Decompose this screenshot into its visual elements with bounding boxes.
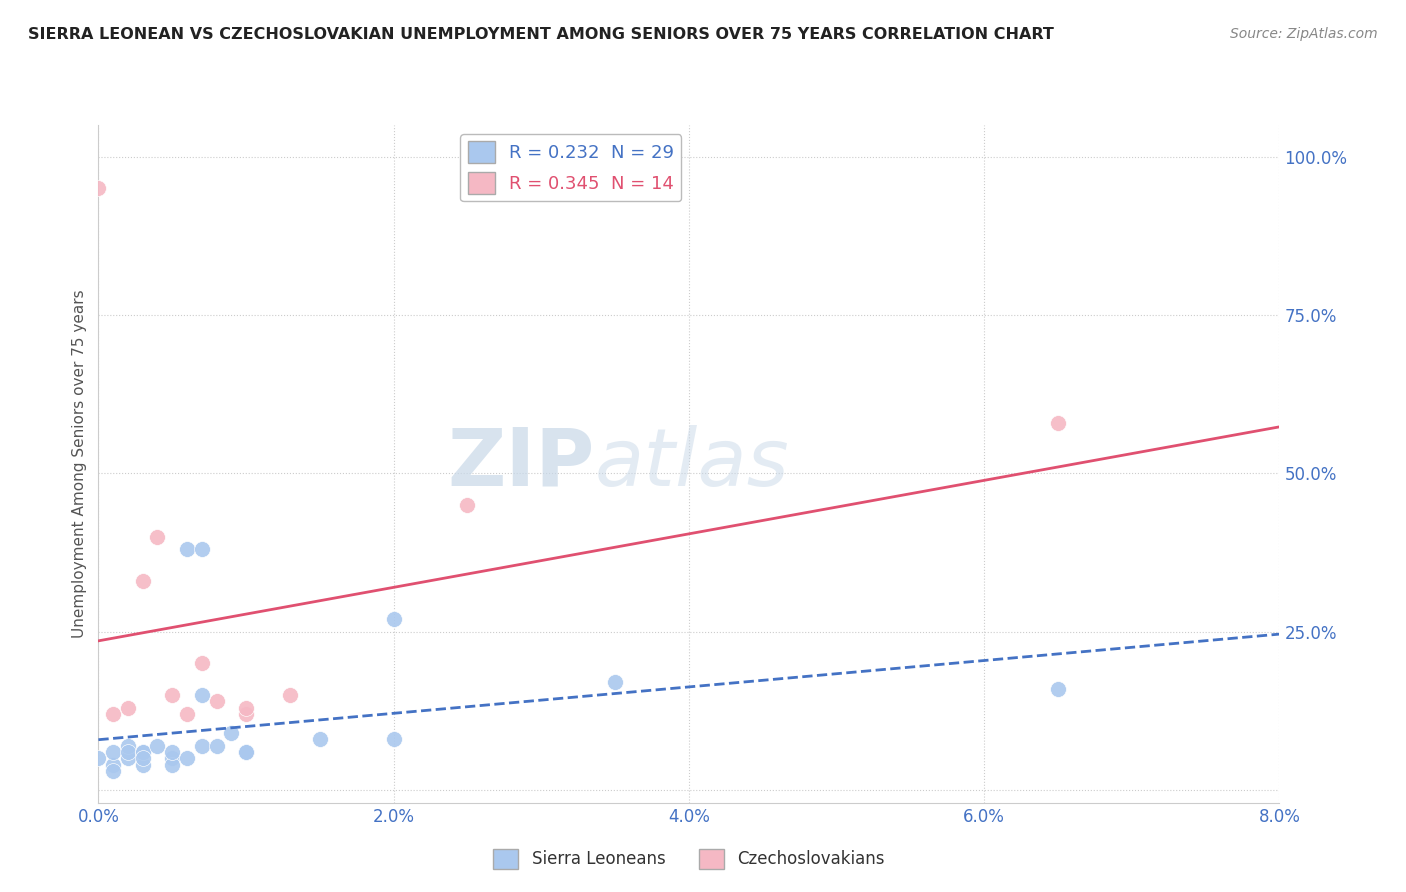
Point [132, 751, 155, 765]
Point [235, 745, 257, 759]
Point [132, 757, 155, 772]
Point [117, 739, 139, 753]
Point [117, 745, 139, 759]
Point [87, 181, 110, 195]
Point [219, 726, 242, 740]
Point [235, 707, 257, 722]
Point [132, 745, 155, 759]
Point [176, 707, 198, 722]
Text: atlas: atlas [595, 425, 789, 503]
Point [308, 732, 332, 747]
Point [103, 745, 124, 759]
Point [117, 751, 139, 765]
Point [162, 745, 183, 759]
Text: ZIP: ZIP [447, 425, 595, 503]
Legend: Sierra Leoneans, Czechoslovakians: Sierra Leoneans, Czechoslovakians [486, 842, 891, 876]
Point [1046, 416, 1069, 430]
Point [132, 574, 155, 588]
Point [162, 757, 183, 772]
Point [176, 751, 198, 765]
Point [117, 700, 139, 714]
Point [382, 732, 405, 747]
Point [205, 739, 228, 753]
Point [162, 688, 183, 702]
Point [205, 694, 228, 708]
Point [103, 707, 124, 722]
Point [146, 739, 169, 753]
Point [605, 675, 627, 690]
Point [235, 700, 257, 714]
Point [176, 542, 198, 557]
Point [191, 688, 214, 702]
Point [382, 612, 405, 626]
Point [103, 764, 124, 778]
Point [103, 757, 124, 772]
Point [191, 542, 214, 557]
Text: SIERRA LEONEAN VS CZECHOSLOVAKIAN UNEMPLOYMENT AMONG SENIORS OVER 75 YEARS CORRE: SIERRA LEONEAN VS CZECHOSLOVAKIAN UNEMPL… [28, 27, 1054, 42]
Point [146, 530, 169, 544]
Point [132, 745, 155, 759]
Y-axis label: Unemployment Among Seniors over 75 years: Unemployment Among Seniors over 75 years [72, 290, 87, 638]
Point [191, 657, 214, 671]
Point [87, 751, 110, 765]
Point [456, 498, 478, 512]
Point [235, 745, 257, 759]
Point [162, 751, 183, 765]
Text: Source: ZipAtlas.com: Source: ZipAtlas.com [1230, 27, 1378, 41]
Point [278, 688, 301, 702]
Point [191, 739, 214, 753]
Point [1046, 681, 1069, 696]
